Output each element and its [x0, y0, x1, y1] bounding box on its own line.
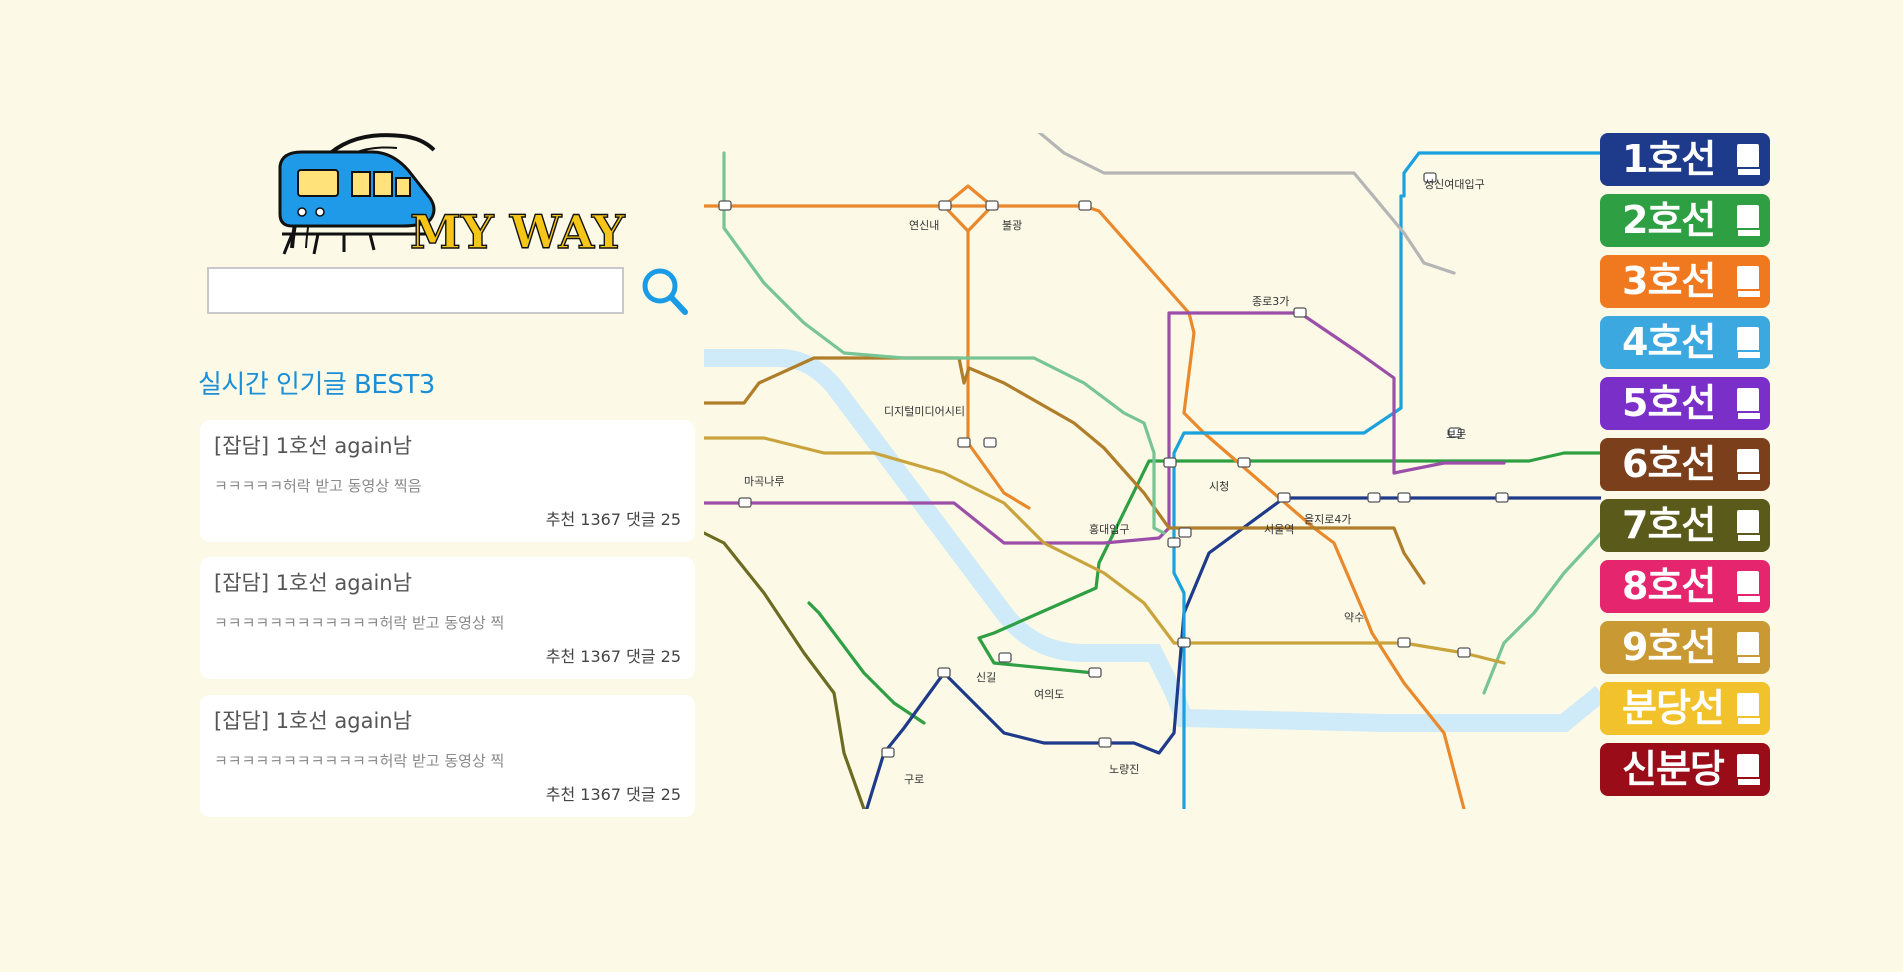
line-9-button[interactable]: 9호선 [1600, 621, 1770, 674]
line-label: 6호선 [1622, 442, 1716, 486]
line-6-button[interactable]: 6호선 [1600, 438, 1770, 491]
line-3-button[interactable]: 3호선 [1600, 255, 1770, 308]
book-icon [1736, 632, 1762, 665]
svg-text:을지로4가: 을지로4가 [1304, 513, 1351, 526]
post-preview: ㅋㅋㅋㅋㅋㅋㅋㅋㅋㅋㅋㅋ허락 받고 동영상 찍 [214, 752, 505, 770]
line-7-button[interactable]: 7호선 [1600, 499, 1770, 552]
post-title: [잡담] 1호선 again남 [214, 571, 412, 595]
post-preview: ㅋㅋㅋㅋㅋㅋㅋㅋㅋㅋㅋㅋ허락 받고 동영상 찍 [214, 614, 505, 632]
book-icon [1736, 144, 1762, 177]
svg-text:구로: 구로 [904, 773, 924, 786]
book-icon [1736, 571, 1762, 604]
post-card[interactable]: [잡담] 1호선 again남 ㅋㅋㅋㅋㅋㅋㅋㅋㅋㅋㅋㅋ허락 받고 동영상 찍 … [200, 695, 695, 817]
book-icon [1736, 510, 1762, 543]
post-stats: 추천 1367 댓글 25 [545, 510, 681, 529]
line-8-button[interactable]: 8호선 [1600, 560, 1770, 613]
post-stats: 추천 1367 댓글 25 [545, 647, 681, 666]
search-input[interactable] [207, 267, 624, 314]
book-icon [1736, 266, 1762, 299]
book-icon [1736, 327, 1762, 360]
search-icon [642, 268, 688, 315]
line-label: 2호선 [1622, 198, 1716, 242]
svg-text:홍대입구: 홍대입구 [1089, 522, 1129, 536]
train-logo-icon: MY WAY [278, 133, 627, 260]
line-label: 3호선 [1622, 259, 1716, 303]
line-5-button[interactable]: 5호선 [1600, 377, 1770, 430]
svg-text:종로3가: 종로3가 [1252, 295, 1289, 308]
bundang-line-button[interactable]: 분당선 [1600, 682, 1770, 735]
post-title: [잡담] 1호선 again남 [214, 709, 412, 733]
line-label: 7호선 [1622, 503, 1716, 547]
post-stats: 추천 1367 댓글 25 [545, 785, 681, 804]
post-title: [잡담] 1호선 again남 [214, 434, 412, 458]
book-icon [1736, 754, 1762, 787]
line-label: 9호선 [1622, 625, 1716, 669]
svg-text:마곡나루: 마곡나루 [744, 475, 784, 488]
svg-text:성신여대입구: 성신여대입구 [1424, 178, 1485, 191]
book-icon [1736, 388, 1762, 421]
line-label: 분당선 [1622, 686, 1725, 730]
post-card[interactable]: [잡담] 1호선 again남 ㅋㅋㅋㅋㅋㅋㅋㅋㅋㅋㅋㅋ허락 받고 동영상 찍 … [200, 557, 695, 679]
line-selector: 1호선 2호선 3호선 4호선 5호선 6호선 7호선 8호선 9호선 분당선 … [1600, 133, 1772, 804]
svg-text:디지털미디어시티: 디지털미디어시티 [884, 405, 965, 418]
my-way-logo: MY WAY [262, 130, 634, 260]
post-card[interactable]: [잡담] 1호선 again남 ㅋㅋㅋㅋㅋ허락 받고 동영상 찍음 추천 136… [200, 420, 695, 542]
shinbundang-line-button[interactable]: 신분당 [1600, 743, 1770, 796]
svg-text:연신내: 연신내 [909, 219, 939, 232]
svg-text:신길: 신길 [976, 671, 996, 684]
svg-text:불광: 불광 [1002, 219, 1022, 232]
svg-text:시청: 시청 [1209, 480, 1229, 493]
svg-text:보문: 보문 [1446, 428, 1466, 441]
svg-text:노량진: 노량진 [1109, 763, 1139, 776]
svg-text:서울역: 서울역 [1264, 523, 1294, 536]
line-2-button[interactable]: 2호선 [1600, 194, 1770, 247]
best-posts-title: 실시간 인기글 BEST3 [198, 370, 435, 400]
svg-text:MY WAY: MY WAY [410, 205, 626, 258]
book-icon [1736, 449, 1762, 482]
line-label: 4호선 [1622, 320, 1716, 364]
svg-text:여의도: 여의도 [1034, 688, 1064, 701]
line-1-button[interactable]: 1호선 [1600, 133, 1770, 186]
subway-map-graphic: 연신내 불광 종로3가 시청 을지로4가 서울역 홍대입구 신길 여의도 노량진… [704, 133, 1601, 809]
line-label: 5호선 [1622, 381, 1716, 425]
svg-text:약수: 약수 [1344, 610, 1364, 624]
line-4-button[interactable]: 4호선 [1600, 316, 1770, 369]
line-label: 1호선 [1622, 137, 1716, 181]
subway-map[interactable]: 연신내 불광 종로3가 시청 을지로4가 서울역 홍대입구 신길 여의도 노량진… [704, 133, 1601, 809]
post-preview: ㅋㅋㅋㅋㅋ허락 받고 동영상 찍음 [214, 477, 422, 495]
search-button[interactable] [640, 266, 690, 318]
line-label: 신분당 [1622, 747, 1725, 791]
book-icon [1736, 693, 1762, 726]
line-label: 8호선 [1622, 564, 1716, 608]
book-icon [1736, 205, 1762, 238]
